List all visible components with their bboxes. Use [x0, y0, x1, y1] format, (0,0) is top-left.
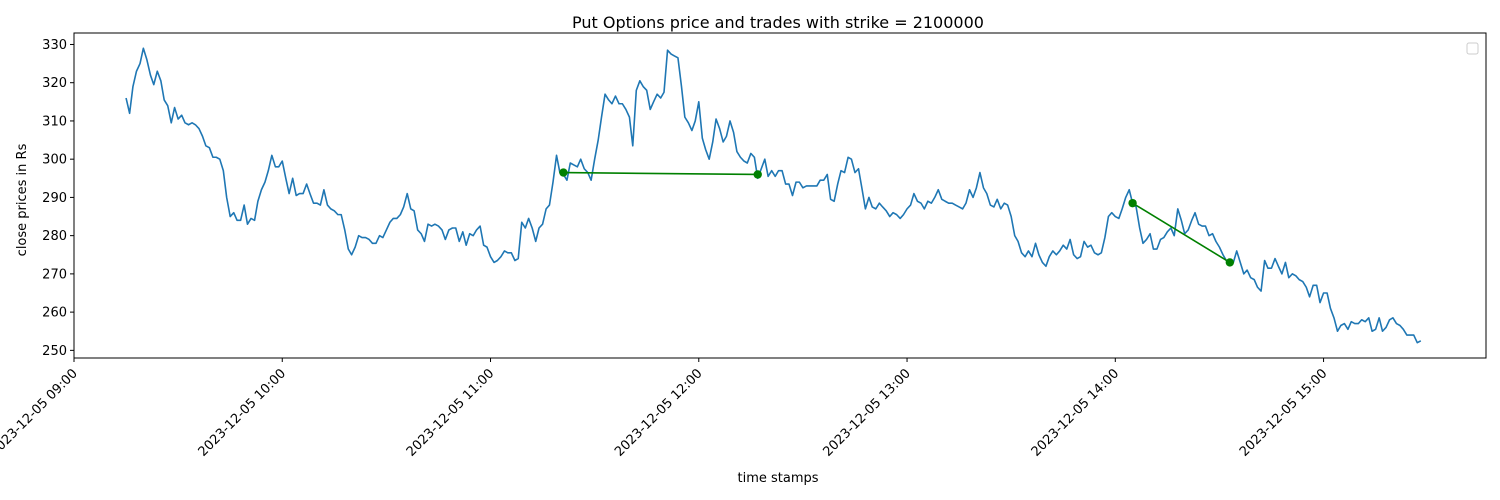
y-tick-label: 260	[42, 306, 67, 321]
plot-area	[74, 33, 1486, 358]
y-tick-label: 310	[42, 114, 67, 129]
y-tick-label: 270	[42, 267, 67, 282]
x-tick-label: 2023-12-05 10:00	[196, 366, 289, 459]
y-tick-label: 280	[42, 229, 67, 244]
trade-line	[1132, 202, 1231, 264]
x-axis: 2023-12-05 09:00 2023-12-05 10:00 2023-12-…	[0, 358, 1330, 460]
trade-point	[559, 168, 568, 177]
y-axis: 250 260 270 280 290 300 310 320 330	[42, 38, 74, 359]
plot-frame	[73, 32, 1487, 359]
x-tick-label: 2023-12-05 09:00	[0, 366, 81, 459]
trade-point	[1225, 258, 1235, 267]
trade-point	[753, 170, 762, 179]
y-tick-label: 330	[42, 38, 67, 53]
chart-title: Put Options price and trades with strike…	[572, 13, 984, 32]
x-tick-label: 2023-12-05 14:00	[1029, 366, 1122, 459]
series-layer	[125, 47, 1422, 344]
trade-layer	[559, 168, 1235, 267]
x-tick-label: 2023-12-05 15:00	[1237, 366, 1330, 459]
trade-point	[1128, 198, 1137, 208]
y-tick-label: 300	[42, 153, 67, 168]
trade-line	[563, 171, 758, 176]
y-axis-label: close prices in Rs	[15, 143, 30, 256]
y-tick-label: 250	[42, 344, 67, 359]
y-tick-label: 320	[42, 76, 67, 91]
price-line	[125, 47, 1422, 344]
x-tick-label: 2023-12-05 11:00	[404, 366, 497, 459]
y-tick-label: 290	[42, 191, 67, 206]
legend-box	[1466, 42, 1479, 55]
x-tick-label: 2023-12-05 12:00	[612, 366, 705, 459]
x-tick-label: 2023-12-05 13:00	[820, 366, 913, 459]
x-axis-label: time stamps	[737, 471, 818, 486]
